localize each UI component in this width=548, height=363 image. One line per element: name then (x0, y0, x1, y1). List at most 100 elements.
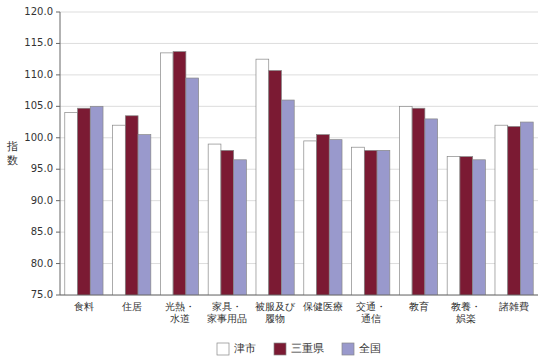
x-tick-label: 住居 (122, 301, 142, 312)
y-tick (56, 106, 60, 107)
y-tick-label: 115.0 (24, 37, 53, 48)
legend-swatch (217, 343, 229, 355)
y-axis-line (60, 12, 61, 295)
series (78, 52, 521, 295)
bar (317, 135, 330, 295)
bar (329, 140, 342, 295)
x-tick-label-line: 住居 (122, 301, 142, 312)
legend-label: 全国 (359, 342, 381, 355)
legend: 津市 三重県 全国 (217, 342, 381, 355)
x-tick-label-line: 光熱・ (165, 301, 195, 312)
bar (256, 59, 269, 295)
legend-swatch (342, 343, 354, 355)
y-tick-label: 90.0 (31, 195, 53, 206)
bar (399, 106, 412, 295)
grid-line (60, 12, 538, 13)
bar (352, 147, 365, 295)
x-tick-label-line: 諸雑費 (499, 301, 529, 312)
bar (90, 106, 103, 295)
legend-label: 津市 (234, 342, 256, 355)
x-tick-label-line: 食料 (74, 301, 94, 312)
bar (364, 150, 377, 295)
y-tick (56, 263, 60, 264)
x-tick-label-line: 履物 (265, 313, 285, 324)
grid-line (60, 74, 538, 75)
x-tick-label-line: 家具・ (212, 301, 242, 312)
bars (65, 52, 533, 295)
y-axis-label: 指数 (6, 140, 18, 167)
bar (460, 157, 473, 295)
bar (234, 160, 247, 295)
bar (208, 144, 221, 295)
bar (125, 116, 138, 295)
bar (138, 135, 151, 295)
grid-line (60, 43, 538, 44)
page: {"chart_data": { "type": "bar", "ylabel"… (0, 0, 548, 363)
x-tick-label-line: 家事用品 (207, 313, 247, 324)
x-tick-label: 交通・通信 (356, 301, 386, 324)
series (90, 78, 533, 295)
bar (304, 141, 317, 295)
y-tick-label: 100.0 (24, 132, 53, 143)
series (65, 53, 508, 295)
y-tick (56, 295, 60, 296)
y-tick-label: 120.0 (24, 6, 53, 17)
x-tick-label-line: 教養・ (451, 301, 481, 312)
x-tick-label-line: 保健医療 (303, 301, 343, 312)
bar (78, 108, 91, 295)
y-tick (56, 200, 60, 201)
bar (412, 108, 425, 295)
y-tick (56, 12, 60, 13)
bar (173, 52, 186, 295)
x-axis: 食料住居光熱・水道家具・家事用品被服及び履物保健医療交通・通信教育教養・娯楽諸雑… (74, 301, 529, 324)
y-axis: 75.0 80.0 85.0 90.0 95.0 100.0 105.0 110.0 115.0… (24, 6, 60, 300)
legend-label: 三重県 (291, 342, 324, 355)
y-tick-label: 95.0 (31, 163, 53, 174)
y-tick-label: 85.0 (31, 226, 53, 237)
bar (269, 70, 282, 295)
y-axis-label-line: 指 (6, 140, 18, 153)
x-tick-label: 食料 (74, 301, 94, 312)
chart: 75.0 80.0 85.0 90.0 95.0 100.0 105.0 110.0 115.0… (0, 0, 548, 363)
bar (160, 53, 173, 295)
y-axis-label-line: 数 (7, 154, 18, 167)
legend-swatch (274, 343, 286, 355)
x-tick-label-line: 交通・ (356, 301, 386, 312)
x-tick-label: 保健医療 (303, 301, 343, 312)
y-tick-label: 105.0 (24, 100, 53, 111)
bar (113, 125, 126, 295)
x-tick-label: 教養・娯楽 (451, 301, 481, 324)
grid-line (60, 295, 538, 296)
y-tick (56, 169, 60, 170)
y-tick (56, 232, 60, 233)
x-tick-label: 家具・家事用品 (207, 301, 247, 324)
x-tick-label-line: 教育 (409, 301, 429, 312)
bar (495, 125, 508, 295)
bar (447, 157, 460, 295)
bar (508, 126, 521, 295)
bar (65, 113, 78, 295)
x-tick-label-line: 通信 (361, 313, 381, 324)
y-tick (56, 43, 60, 44)
bar (473, 160, 486, 295)
y-tick-label: 80.0 (31, 258, 53, 269)
bar (377, 150, 390, 295)
x-tick-label-line: 水道 (170, 313, 190, 324)
y-tick (56, 74, 60, 75)
bar (186, 78, 199, 295)
x-tick-label: 教育 (409, 301, 429, 312)
bar (520, 122, 533, 295)
x-tick-label: 被服及び履物 (255, 301, 296, 324)
y-tick (56, 137, 60, 138)
grid-line (60, 106, 538, 107)
bar (221, 150, 234, 295)
x-axis-line (60, 295, 538, 296)
x-tick-label-line: 娯楽 (456, 313, 476, 324)
x-tick-label: 諸雑費 (499, 301, 529, 312)
bar (281, 100, 294, 295)
y-tick-label: 75.0 (31, 289, 53, 300)
x-tick-label: 光熱・水道 (165, 301, 195, 324)
x-tick-label-line: 被服及び (255, 301, 296, 312)
y-tick-label: 110.0 (24, 69, 53, 80)
bar (425, 119, 438, 295)
